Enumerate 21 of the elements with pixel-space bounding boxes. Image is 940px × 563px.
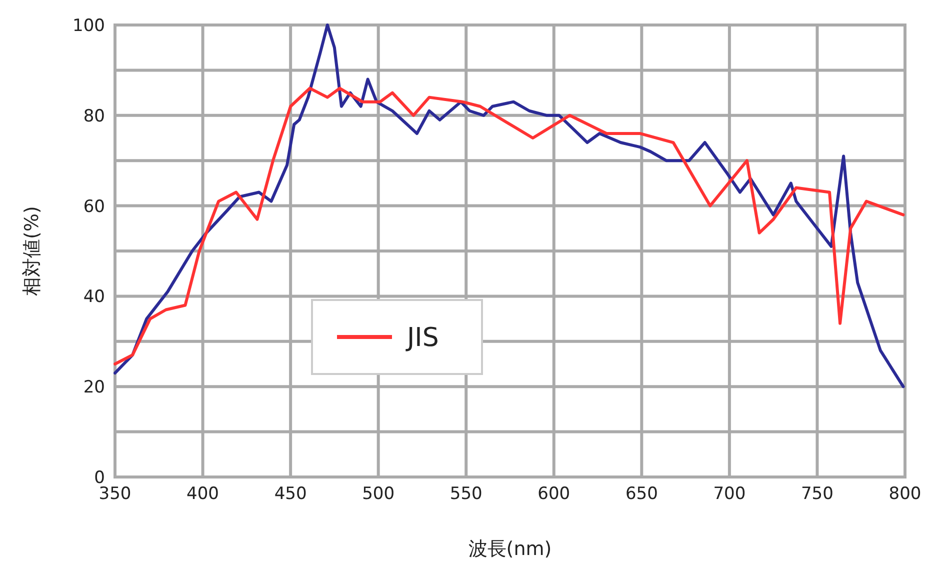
x-tick-label: 450 — [274, 484, 307, 504]
legend-label: JIS — [405, 323, 439, 353]
x-tick-label: 700 — [713, 484, 746, 504]
x-tick-label: 500 — [362, 484, 395, 504]
x-tick-label: 750 — [800, 484, 834, 504]
legend: JIS — [311, 299, 483, 375]
y-tick-label: 60 — [83, 196, 105, 217]
line-series — [114, 86, 905, 366]
x-tick-label: 350 — [98, 484, 132, 504]
x-tick-label: 400 — [186, 484, 220, 504]
y-tick-label: 20 — [83, 378, 105, 398]
line-series — [114, 24, 905, 388]
y-tick-label: 100 — [72, 16, 105, 36]
x-tick-label: 550 — [450, 484, 482, 504]
y-tick-label: 80 — [83, 106, 105, 126]
y-axis-title: 相対値(%) — [21, 206, 43, 296]
y-tick-label: 40 — [83, 287, 105, 308]
x-tick-label: 600 — [538, 484, 570, 504]
x-tick-label: 800 — [888, 484, 922, 504]
x-tick-label: 650 — [625, 484, 658, 504]
x-axis-title: 波長(nm) — [468, 538, 552, 560]
